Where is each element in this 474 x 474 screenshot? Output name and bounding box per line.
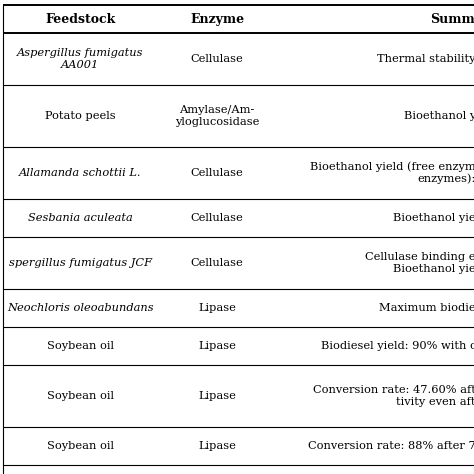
Text: Sesbania aculeata: Sesbania aculeata: [28, 213, 133, 223]
Text: Lipase: Lipase: [198, 303, 236, 313]
Text: Thermal stability: Thermal stability: [377, 54, 474, 64]
Text: Bioethanol yie: Bioethanol yie: [393, 213, 474, 223]
Text: spergillus fumigatus JCF: spergillus fumigatus JCF: [9, 258, 152, 268]
Text: Maximum biodie: Maximum biodie: [379, 303, 474, 313]
Text: Soybean oil: Soybean oil: [47, 391, 114, 401]
Text: Bioethanol yield (free enzym
enzymes):: Bioethanol yield (free enzym enzymes):: [310, 162, 474, 184]
Text: Conversion rate: 47.60% aft
tivity even aft: Conversion rate: 47.60% aft tivity even …: [313, 385, 474, 407]
Text: Soybean oil: Soybean oil: [47, 441, 114, 451]
Text: Feedstock: Feedstock: [46, 12, 116, 26]
Text: Enzyme: Enzyme: [190, 12, 244, 26]
Text: Aspergillus fumigatus
AA001: Aspergillus fumigatus AA001: [17, 48, 144, 70]
Text: Lipase: Lipase: [198, 341, 236, 351]
Text: Cellulase: Cellulase: [191, 258, 243, 268]
Text: Lipase: Lipase: [198, 391, 236, 401]
Text: Biodiesel yield: 90% with c: Biodiesel yield: 90% with c: [320, 341, 474, 351]
Text: Amylase/Am-
yloglucosidase: Amylase/Am- yloglucosidase: [175, 105, 259, 127]
Text: Cellulase: Cellulase: [191, 213, 243, 223]
Text: Cellulase: Cellulase: [191, 168, 243, 178]
Text: Potato peels: Potato peels: [45, 111, 116, 121]
Text: Lipase: Lipase: [198, 441, 236, 451]
Text: Soybean oil: Soybean oil: [47, 341, 114, 351]
Text: Neochloris oleoabundans: Neochloris oleoabundans: [7, 303, 154, 313]
Text: Conversion rate: 88% after 7: Conversion rate: 88% after 7: [308, 441, 474, 451]
Text: Summ: Summ: [430, 12, 474, 26]
Text: Cellulase: Cellulase: [191, 54, 243, 64]
Text: Allamanda schottii L.: Allamanda schottii L.: [19, 168, 142, 178]
Text: Cellulase binding e
Bioethanol yie: Cellulase binding e Bioethanol yie: [365, 252, 474, 274]
Text: Bioethanol y: Bioethanol y: [404, 111, 474, 121]
